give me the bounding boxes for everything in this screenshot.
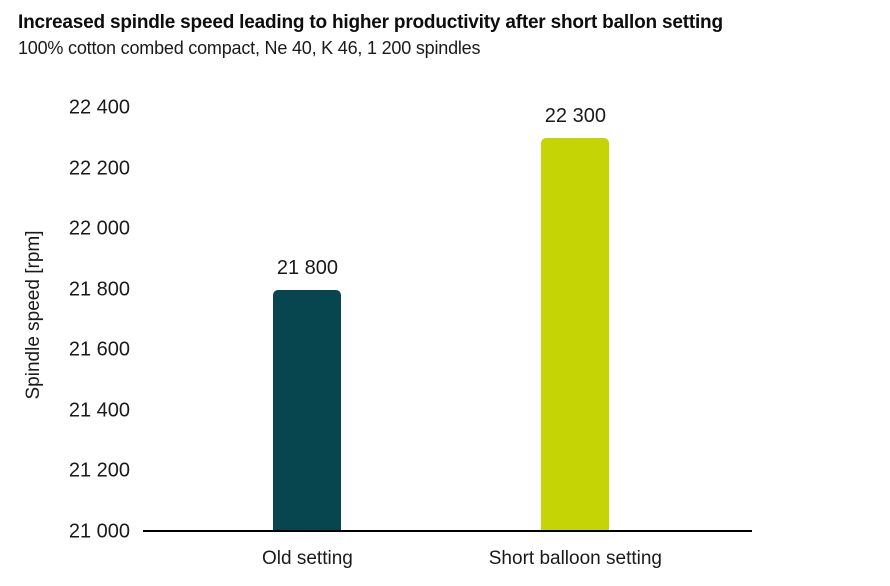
chart-title: Increased spindle speed leading to highe… (18, 12, 723, 33)
x-category-label: Old setting (262, 548, 353, 569)
x-category-label: Short balloon setting (488, 548, 662, 569)
bar-value-label: 22 300 (544, 105, 606, 128)
chart-subtitle: 100% cotton combed compact, Ne 40, K 46,… (18, 38, 481, 58)
x-axis-line (143, 530, 752, 532)
x-axis-category-labels: Old setting Short balloon setting (143, 548, 752, 574)
plot-area: 21 800 22 300 (143, 105, 752, 532)
y-tick-label: 22 400 (68, 96, 130, 119)
bar-value-label: 21 800 (276, 256, 339, 279)
y-tick-label: 22 000 (68, 217, 130, 240)
y-axis-tick-labels: 21 000 21 200 21 400 21 600 21 800 22 000 22 2… (0, 97, 130, 543)
y-tick-label: 21 400 (68, 399, 130, 422)
y-tick-label: 21 200 (68, 459, 130, 482)
bar-old-setting (273, 289, 342, 530)
y-tick-label: 21 000 (68, 520, 130, 543)
y-tick-label: 22 200 (68, 157, 130, 180)
y-tick-label: 21 600 (68, 338, 130, 361)
y-tick-label: 21 800 (68, 278, 130, 301)
bar-short-balloon-setting (541, 138, 610, 530)
